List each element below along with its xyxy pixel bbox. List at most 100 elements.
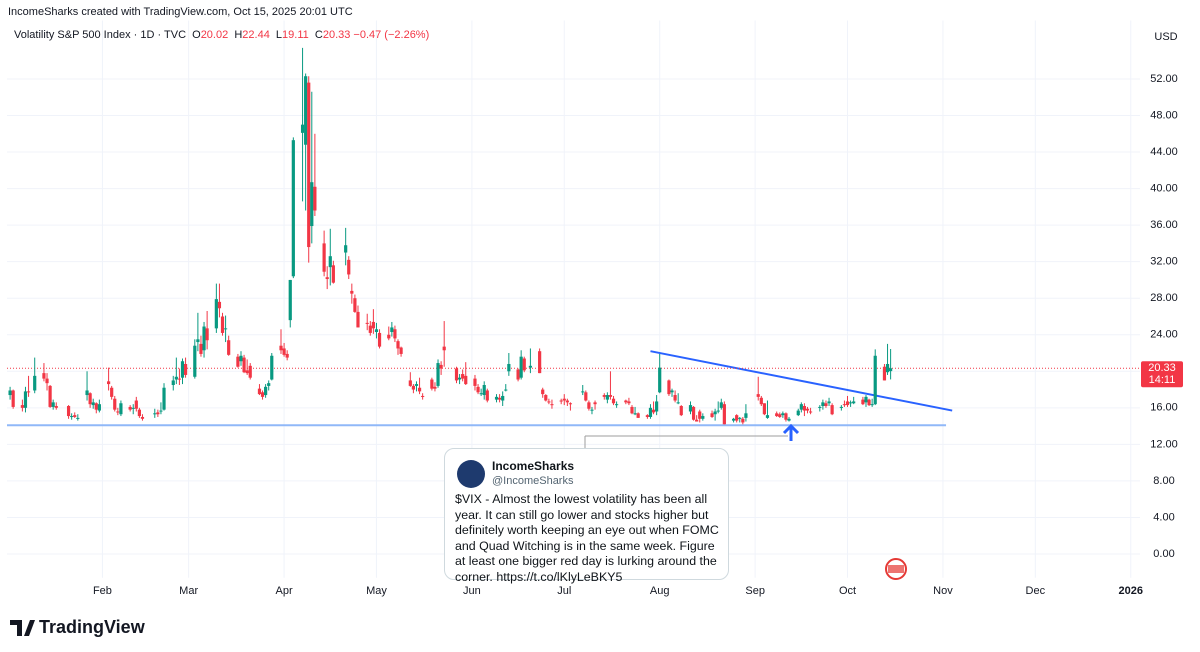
candle-body	[476, 386, 480, 393]
y-tick-label: 36.00	[1150, 219, 1178, 231]
candle-body	[799, 404, 803, 410]
candle-body	[245, 370, 249, 374]
candle-body	[719, 402, 723, 408]
candle-body	[227, 340, 231, 355]
candle-body	[313, 186, 317, 211]
candle-body	[544, 395, 548, 401]
candle-body	[131, 407, 135, 409]
x-tick-label: Feb	[93, 585, 112, 597]
y-tick-label: 4.00	[1153, 511, 1174, 523]
candle-body	[217, 301, 222, 309]
candle-body	[821, 402, 825, 407]
candle-body	[519, 356, 523, 378]
candle-body	[328, 256, 332, 268]
candle-body	[624, 400, 628, 403]
candle-body	[162, 387, 166, 410]
candle-body	[710, 413, 714, 417]
candle-body	[353, 298, 357, 312]
y-tick-label: 0.00	[1153, 548, 1174, 560]
brand: TradingView	[39, 617, 146, 637]
candles	[8, 47, 893, 425]
candle-body	[11, 390, 15, 407]
candle-body	[848, 402, 853, 404]
candle-body	[202, 326, 206, 351]
candle-body	[541, 389, 545, 395]
candle-body	[550, 404, 554, 406]
candle-body	[442, 346, 446, 351]
candle-body	[128, 406, 132, 410]
candle-body	[76, 417, 80, 419]
candle-body	[304, 76, 308, 145]
candle-body	[396, 341, 400, 349]
candle-body	[615, 404, 619, 406]
candle-body	[454, 368, 459, 381]
candle-body	[765, 415, 770, 418]
candle-body	[73, 415, 77, 417]
candle-body	[701, 416, 705, 419]
candle-body	[735, 415, 739, 421]
x-tick-label: Dec	[1026, 585, 1046, 597]
candle-body	[371, 321, 375, 329]
currency: USD	[1154, 31, 1177, 43]
candle-body	[698, 411, 702, 419]
candle-body	[223, 328, 228, 330]
candle-body	[282, 348, 286, 355]
open-value: 20.02	[200, 29, 229, 41]
candle-body	[611, 398, 616, 404]
candle-body	[802, 406, 807, 411]
candle-body	[33, 375, 37, 391]
candle-body	[390, 327, 394, 333]
candle-body	[885, 363, 890, 373]
tweet-card: IncomeSharks @IncomeSharks $VIX - Almost…	[444, 448, 729, 584]
candle-body	[88, 393, 92, 405]
candle-body	[744, 413, 748, 418]
candle-body	[759, 397, 763, 405]
candle-body	[722, 404, 726, 425]
high-value: 22.44	[242, 29, 270, 41]
candle-body	[608, 395, 613, 397]
candle-body	[171, 380, 175, 385]
candle-body	[270, 355, 274, 380]
candle-body	[310, 182, 314, 227]
candle-body	[20, 405, 24, 408]
candle-body	[368, 325, 372, 333]
candle-body	[861, 399, 865, 405]
candle-body	[796, 410, 800, 416]
candle-body	[605, 395, 609, 400]
candle-body	[538, 351, 542, 374]
candle-body	[731, 418, 736, 421]
candle-body	[581, 391, 585, 393]
candle-body	[670, 390, 674, 393]
x-tick-label: Mar	[179, 585, 198, 597]
credit: IncomeSharks created with TradingView.co…	[8, 6, 353, 18]
candle-body	[568, 403, 573, 405]
y-tick-label: 44.00	[1150, 146, 1178, 158]
candle-body	[107, 381, 111, 385]
candle-body	[242, 357, 246, 373]
candle-body	[365, 322, 369, 324]
y-tick-label: 32.00	[1150, 256, 1178, 268]
candle-body	[679, 406, 683, 416]
candle-body	[587, 402, 591, 409]
candle-body	[48, 385, 52, 407]
candle-body	[377, 332, 382, 347]
arrow	[782, 423, 800, 441]
candle-body	[651, 409, 656, 413]
candle-body	[805, 408, 810, 411]
candle-body	[393, 329, 397, 339]
candle-body	[845, 401, 850, 406]
candle-body	[852, 401, 856, 404]
candle-body	[183, 363, 188, 375]
candle-body	[741, 418, 745, 423]
x-tick-label: Jul	[557, 585, 571, 597]
candle-body	[177, 378, 182, 380]
candle-body	[285, 353, 289, 358]
candle-body	[153, 413, 157, 415]
candle-body	[630, 406, 634, 414]
candle-body	[464, 375, 468, 385]
candle-body	[590, 409, 594, 411]
candle-body	[688, 405, 693, 412]
candle-body	[691, 406, 696, 420]
